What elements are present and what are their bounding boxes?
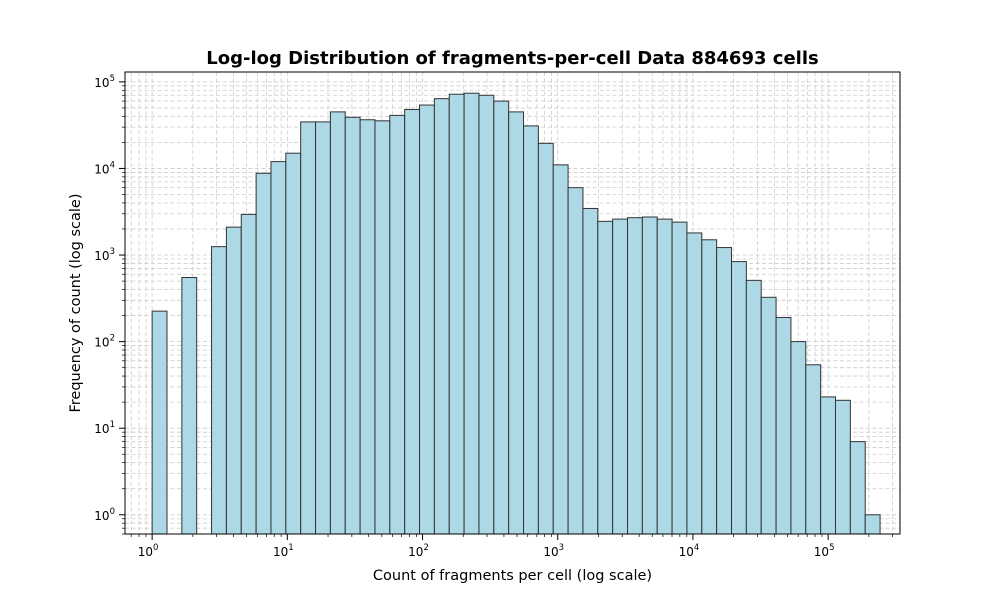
histogram-bar — [463, 92, 480, 535]
x-tick-label: 102 — [408, 543, 429, 559]
histogram-bars — [151, 92, 881, 535]
histogram-bar — [567, 187, 584, 535]
histogram-bar — [404, 108, 421, 535]
y-tick-label: 101 — [94, 420, 115, 436]
histogram-bar — [760, 296, 777, 535]
histogram-bar — [775, 316, 792, 535]
histogram-bar — [389, 114, 406, 535]
histogram-bar — [612, 218, 629, 535]
histogram-bar — [552, 164, 569, 535]
histogram-bar — [151, 310, 168, 535]
histogram-bar — [344, 116, 361, 535]
histogram-bar — [641, 216, 658, 535]
histogram-bar — [493, 100, 510, 535]
histogram-bar — [805, 364, 822, 535]
histogram-bar — [834, 399, 851, 535]
histogram-bar — [270, 161, 287, 535]
histogram-bar — [849, 441, 866, 535]
chart-title: Log-log Distribution of fragments-per-ce… — [206, 48, 818, 69]
y-tick-label: 105 — [94, 74, 115, 90]
y-axis-label: Frequency of count (log scale) — [68, 193, 84, 412]
histogram-bar — [181, 277, 198, 535]
histogram-bar — [433, 98, 450, 535]
histogram-bar — [359, 119, 376, 535]
y-tick-label: 103 — [94, 247, 115, 263]
histogram-bar — [374, 120, 391, 535]
x-tick-label: 104 — [679, 543, 700, 559]
y-tick-label: 104 — [94, 160, 115, 176]
histogram-bar — [211, 246, 227, 535]
histogram-bar — [537, 142, 554, 535]
x-tick-label: 100 — [138, 543, 159, 559]
histogram-bar — [285, 152, 302, 535]
histogram-bar — [448, 93, 465, 535]
y-tick-label: 100 — [94, 507, 115, 523]
y-tick-label: 102 — [94, 334, 115, 350]
histogram-bar — [864, 514, 881, 535]
histogram-bar — [716, 247, 733, 535]
histogram-bar — [745, 279, 762, 535]
x-tick-label: 103 — [543, 543, 564, 559]
histogram-bar — [656, 218, 673, 535]
histogram-bar — [300, 121, 317, 535]
histogram-bar — [627, 217, 643, 535]
x-tick-label: 101 — [273, 543, 294, 559]
histogram-bar — [731, 261, 747, 535]
histogram-bar — [419, 104, 435, 535]
histogram-bar — [255, 172, 272, 535]
axis-ticks: 100 101 102 103 104 105 100 101 102 103 104 105 — [94, 74, 894, 559]
histogram-bar — [478, 94, 495, 535]
plot-frame — [124, 71, 901, 535]
histogram-bar — [686, 232, 703, 535]
histogram-bar — [820, 396, 836, 535]
histogram-bar — [508, 111, 525, 535]
histogram-bar — [329, 111, 346, 535]
histogram-bar — [523, 125, 539, 535]
histogram-bar — [701, 239, 718, 535]
histogram-bar — [240, 213, 257, 535]
x-tick-label: 105 — [814, 543, 835, 559]
histogram-bar — [582, 207, 599, 535]
histogram-bar — [790, 341, 807, 535]
histogram-bar — [597, 220, 614, 535]
x-axis-label: Count of fragments per cell (log scale) — [373, 568, 652, 584]
histogram-bar — [315, 121, 331, 535]
histogram-bar — [225, 226, 242, 535]
histogram-bar — [671, 221, 688, 535]
